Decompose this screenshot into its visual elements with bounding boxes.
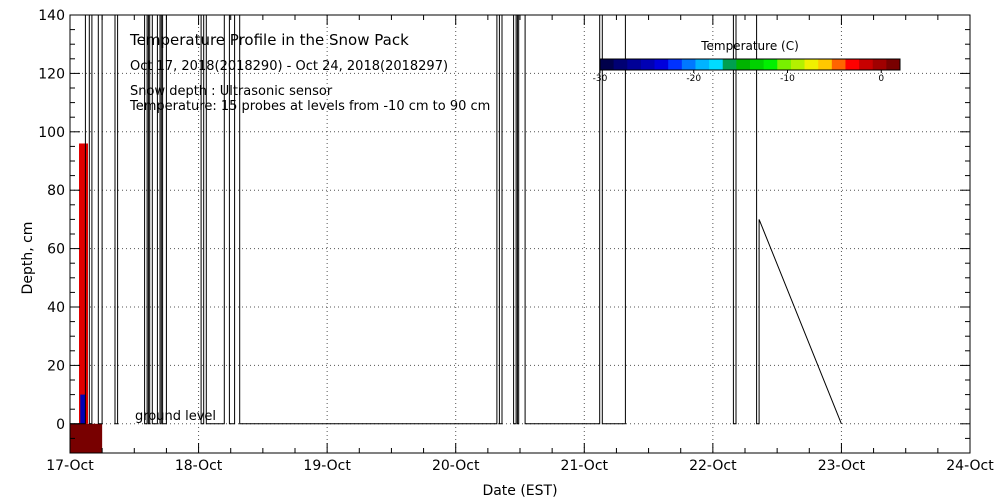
temperature-blocks <box>70 143 103 453</box>
colorbar-swatch <box>790 59 806 70</box>
colorbar-swatch <box>627 59 642 70</box>
colorbar-swatch <box>886 59 901 70</box>
colorbar-frame <box>599 58 901 71</box>
tick-labels: 17-Oct 18-Oct 19-Oct 20-Oct 21-Oct 22-Oct 23-O… <box>38 8 994 474</box>
snow-depth-line <box>70 14 842 425</box>
temperature-colorbar: -30 -20 -10 0 <box>593 58 901 84</box>
colorbar-swatch <box>859 59 874 70</box>
y-tick-label: 80 <box>47 183 65 199</box>
x-axis-title: Date (EST) <box>482 483 557 499</box>
y-tick-label: 20 <box>47 358 65 374</box>
colorbar-swatch <box>750 59 765 70</box>
y-tick-label: 0 <box>56 417 65 433</box>
y-tick-label: 140 <box>38 8 65 24</box>
ground-level-label: ground level <box>135 409 216 424</box>
colorbar-swatch <box>709 59 724 70</box>
colorbar-tick-label: -30 <box>593 74 608 84</box>
temperature-block <box>79 143 88 424</box>
colorbar-swatch <box>640 59 656 70</box>
annotation-snow-depth: Snow depth : Ultrasonic sensor <box>130 84 333 99</box>
colorbar-swatch <box>722 59 737 70</box>
y-tick-label: 40 <box>47 300 65 316</box>
colorbar-swatch <box>613 59 628 70</box>
colorbar-swatch <box>763 59 778 70</box>
x-tick-label: 22-Oct <box>689 458 737 474</box>
colorbar-swatch <box>818 59 833 70</box>
x-tick-label: 20-Oct <box>432 458 480 474</box>
colorbar-swatch <box>668 59 683 70</box>
colorbar-tick-label: 0 <box>878 74 884 84</box>
colorbar-swatch <box>804 59 819 70</box>
colorbar-tick-label: -20 <box>686 74 701 84</box>
colorbar-swatch <box>777 59 792 70</box>
colorbar-swatch <box>654 59 669 70</box>
colorbar-swatch <box>600 59 615 70</box>
y-tick-label: 100 <box>38 125 65 141</box>
chart-subtitle: Oct 17, 2018(2018290) - Oct 24, 2018(201… <box>130 59 448 74</box>
colorbar-tick-label: -10 <box>780 74 795 84</box>
colorbar-swatch <box>736 59 751 70</box>
x-tick-label: 23-Oct <box>818 458 866 474</box>
temperature-block <box>70 423 103 453</box>
x-tick-label: 19-Oct <box>303 458 351 474</box>
colorbar-title: Temperature (C) <box>700 39 799 53</box>
y-axis-title: Depth, cm <box>20 222 36 295</box>
colorbar-swatch <box>695 59 710 70</box>
y-tick-label: 60 <box>47 242 65 258</box>
annotation-temperature: Temperature: 15 probes at levels from -1… <box>129 99 490 114</box>
colorbar-swatch <box>831 59 846 70</box>
x-tick-label: 21-Oct <box>561 458 609 474</box>
colorbar-swatch <box>845 59 860 70</box>
plot-frame <box>69 14 971 454</box>
x-tick-label: 18-Oct <box>175 458 223 474</box>
x-tick-label: 17-Oct <box>46 458 94 474</box>
chart-title: Temperature Profile in the Snow Pack <box>129 31 409 49</box>
y-tick-label: 120 <box>38 66 65 82</box>
axis-ticks <box>69 14 971 454</box>
x-tick-label: 24-Oct <box>946 458 994 474</box>
colorbar-swatch <box>872 59 887 70</box>
snow-depth-series <box>70 14 842 425</box>
colorbar-swatch <box>681 59 696 70</box>
temperature-block <box>80 394 86 424</box>
